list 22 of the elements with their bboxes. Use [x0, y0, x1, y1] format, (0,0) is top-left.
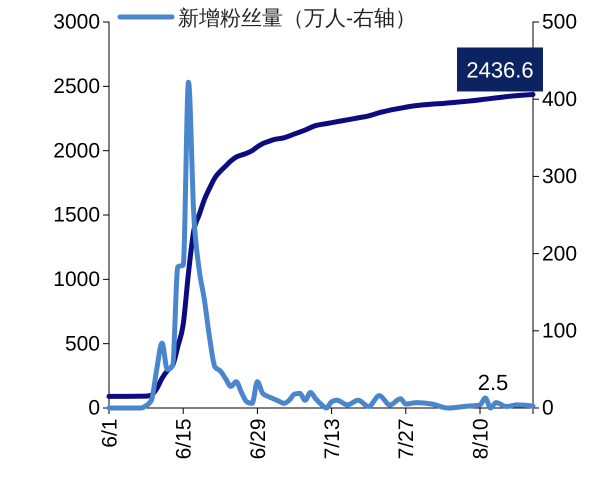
y-tick-label: 2000	[53, 139, 100, 162]
y2-tick-label: 500	[542, 10, 578, 34]
data-label: 2436.6	[466, 57, 534, 82]
y2-tick-label: 300	[542, 165, 578, 188]
y-tick-label: 0	[88, 396, 100, 420]
y-tick-label: 1500	[53, 204, 100, 227]
legend-label: 新增粉丝量（万人-右轴）	[178, 7, 416, 30]
x-tick-label: 8/10	[469, 418, 492, 460]
y-tick-label: 1000	[53, 268, 100, 292]
y2-tick-label: 0	[542, 396, 554, 420]
x-tick-label: 6/29	[246, 418, 270, 460]
y-tick-label: 500	[64, 332, 100, 356]
data-label: 2.5	[478, 370, 508, 396]
x-tick-label: 6/15	[172, 418, 196, 460]
y2-tick-label: 200	[542, 242, 578, 266]
y2-tick-label: 100	[542, 320, 578, 343]
x-tick-label: 7/27	[395, 418, 418, 460]
y-tick-label: 2500	[53, 75, 100, 98]
x-tick-label: 7/13	[320, 418, 344, 460]
x-tick-label: 6/1	[98, 418, 122, 448]
y-tick-label: 3000	[53, 10, 100, 34]
y2-tick-label: 400	[542, 88, 578, 111]
